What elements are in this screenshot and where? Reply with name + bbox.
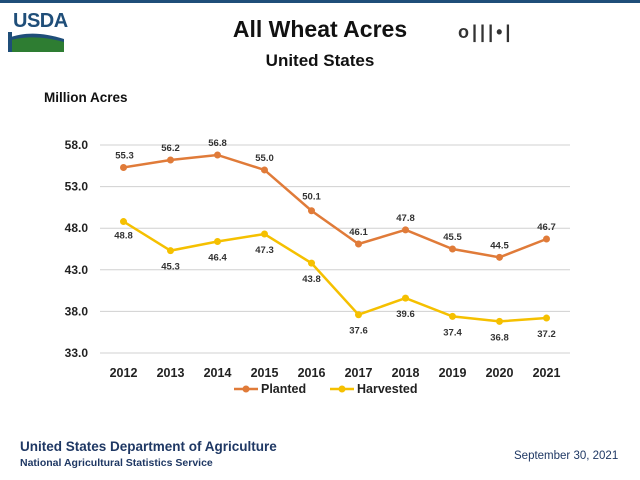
y-tick-label-3: 43.0 (65, 263, 89, 277)
x-tick-label-2019: 2019 (439, 366, 467, 380)
data-point-planted-2018 (402, 226, 409, 234)
y-tick-label-5: 33.0 (65, 346, 89, 360)
data-point-harvested-2015 (261, 230, 268, 238)
data-label-planted-2012: 55.3 (115, 150, 134, 161)
data-point-harvested-2021 (543, 314, 550, 322)
legend-marker-planted (242, 385, 250, 393)
data-point-harvested-2014 (214, 238, 221, 246)
data-point-harvested-2019 (449, 312, 456, 320)
data-point-planted-2013 (167, 156, 174, 164)
data-point-planted-2017 (355, 240, 362, 248)
data-label-planted-2020: 44.5 (490, 240, 509, 251)
header-decoration: o|||•| (458, 22, 514, 42)
data-point-harvested-2016 (308, 259, 315, 267)
x-tick-label-2013: 2013 (157, 366, 185, 380)
data-label-planted-2019: 45.5 (443, 232, 462, 243)
data-point-harvested-2012 (120, 218, 127, 226)
data-point-planted-2015 (261, 166, 268, 174)
y-tick-label-4: 38.0 (65, 304, 89, 318)
x-tick-label-2018: 2018 (392, 366, 420, 380)
top-accent-bar (0, 0, 640, 3)
data-label-harvested-2017: 37.6 (349, 326, 368, 337)
footer-date: September 30, 2021 (514, 450, 619, 462)
y-tick-label-1: 53.0 (65, 180, 89, 194)
x-tick-label-2020: 2020 (486, 366, 514, 380)
data-point-harvested-2020 (496, 317, 503, 325)
data-point-planted-2012 (120, 163, 127, 171)
data-point-planted-2014 (214, 151, 221, 159)
data-point-planted-2020 (496, 253, 503, 261)
data-point-harvested-2017 (355, 311, 362, 319)
data-label-harvested-2015: 47.3 (255, 245, 274, 256)
data-point-harvested-2013 (167, 247, 174, 255)
usda-logo-icon (8, 32, 64, 52)
x-tick-label-2021: 2021 (533, 366, 561, 380)
data-label-planted-2014: 56.8 (208, 138, 227, 149)
data-point-planted-2016 (308, 207, 315, 215)
data-point-planted-2021 (543, 235, 550, 243)
data-label-harvested-2013: 45.3 (161, 262, 180, 273)
y-tick-label-0: 58.0 (65, 138, 89, 152)
x-tick-label-2016: 2016 (298, 366, 326, 380)
series-line-planted (123, 153, 547, 259)
data-label-planted-2021: 46.7 (537, 222, 556, 233)
footer-org-name: United States Department of Agriculture (20, 439, 277, 454)
legend-label-harvested: Harvested (357, 382, 417, 396)
data-label-harvested-2021: 37.2 (537, 329, 556, 340)
x-tick-label-2012: 2012 (110, 366, 138, 380)
x-tick-label-2014: 2014 (204, 366, 232, 380)
data-label-planted-2015: 55.0 (255, 153, 274, 164)
data-label-harvested-2019: 37.4 (443, 327, 462, 338)
x-tick-label-2015: 2015 (251, 366, 279, 380)
data-point-planted-2019 (449, 245, 456, 253)
legend-marker-harvested (338, 385, 346, 393)
data-label-harvested-2020: 36.8 (490, 332, 509, 343)
data-point-harvested-2018 (402, 294, 409, 302)
chart-title: All Wheat Acres (232, 16, 408, 42)
x-tick-label-2017: 2017 (345, 366, 373, 380)
data-label-harvested-2016: 43.8 (302, 274, 321, 285)
data-label-planted-2013: 56.2 (161, 143, 180, 154)
data-label-harvested-2018: 39.6 (396, 309, 415, 320)
data-label-harvested-2012: 48.8 (114, 231, 133, 242)
data-label-planted-2017: 46.1 (349, 227, 368, 238)
data-label-harvested-2014: 46.4 (208, 253, 227, 264)
series-line-harvested (122, 220, 547, 323)
legend-label-planted: Planted (261, 382, 306, 396)
y-tick-label-2: 48.0 (65, 221, 89, 235)
chart-subtitle: United States (265, 51, 375, 70)
usda-logo-text: USDA (13, 10, 68, 32)
footer-agency-name: National Agricultural Statistics Service (20, 457, 213, 469)
data-label-planted-2016: 50.1 (302, 192, 321, 203)
data-label-planted-2018: 47.8 (396, 213, 415, 224)
y-axis-unit-label: Million Acres (44, 90, 128, 105)
